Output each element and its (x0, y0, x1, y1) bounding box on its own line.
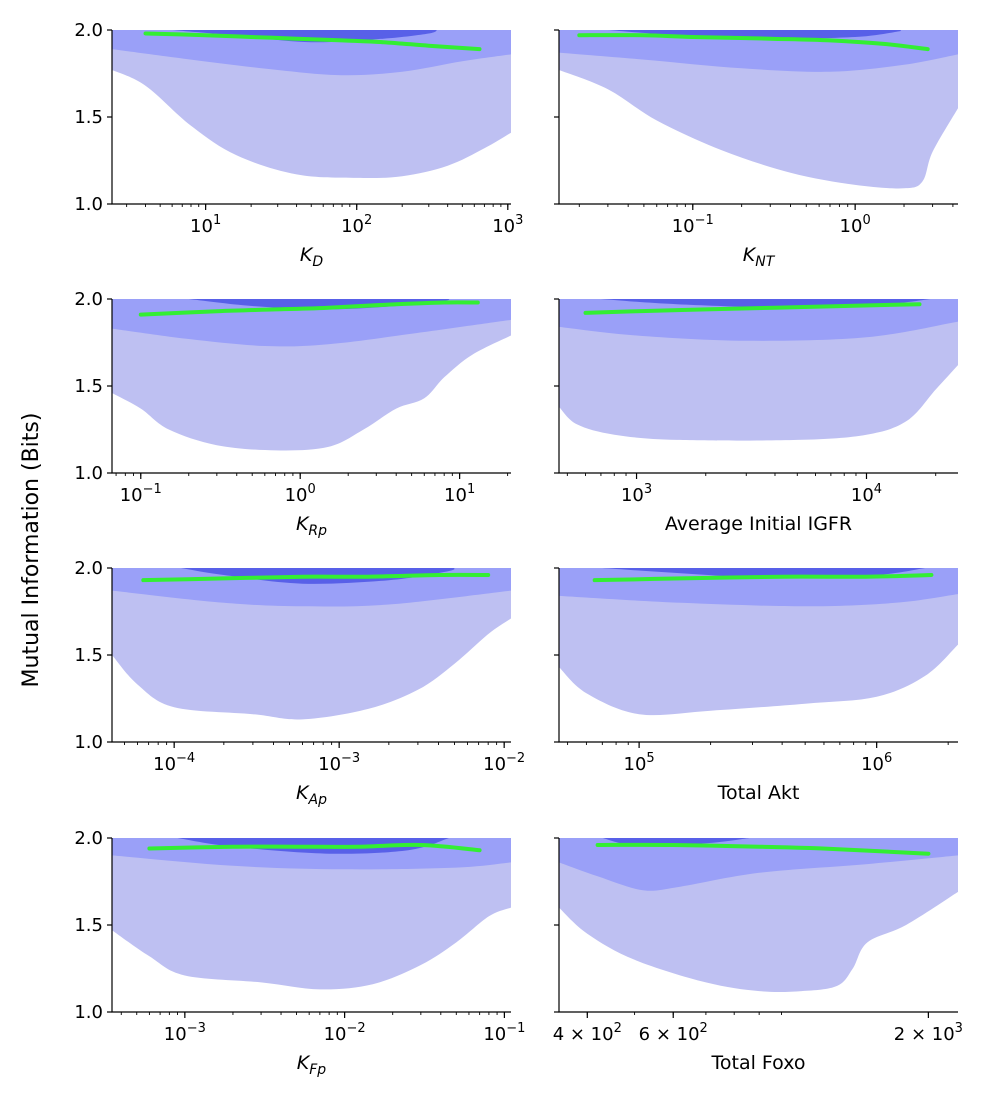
x-tick-label: 105 (624, 751, 655, 775)
y-tick-label: 2.0 (74, 828, 103, 849)
x-tick-label: 2 × 103 (894, 1021, 963, 1045)
subplot-8: 4 × 102 6 × 102 2 × 103 Total Foxo (553, 837, 963, 1074)
y-tick-label: 1.0 (74, 194, 103, 215)
middle-band (112, 30, 511, 76)
outer-band (112, 568, 511, 720)
y-tick-label: 1.5 (74, 645, 103, 666)
plot-area (112, 299, 511, 451)
x-axis-label: KNT (743, 244, 776, 270)
x-tick-label: 10−2 (483, 751, 525, 775)
x-tick-label: 100 (840, 213, 871, 237)
plot-area (112, 30, 511, 179)
x-tick-label: 106 (861, 751, 892, 775)
subplot-4: 103 104 Average Initial IGFR (554, 298, 958, 535)
x-tick-label: 10−1 (672, 213, 714, 237)
x-tick-label: 101 (190, 213, 221, 237)
x-tick-label: 102 (341, 213, 372, 237)
shared-y-axis-label: Mutual Information (Bits) (19, 413, 44, 688)
x-axis-label: Total Foxo (711, 1052, 806, 1074)
subplot-6: 105 106 Total Akt (554, 567, 958, 804)
median-line (577, 33, 930, 52)
y-tick-label: 1.5 (74, 915, 103, 936)
x-tick-label: 104 (851, 482, 882, 506)
x-tick-label: 10−1 (483, 1021, 525, 1045)
subplot-7: 1.0 1.5 2.0 10−3 10−2 10−1 KFp (74, 828, 525, 1078)
plot-area (112, 568, 511, 720)
plot-area (559, 30, 958, 189)
x-axis-label: Total Akt (717, 782, 800, 804)
x-tick-label: 10−1 (120, 482, 162, 506)
x-axis-label: Average Initial IGFR (665, 513, 852, 535)
subplot-1: 1.0 1.5 2.0 101 102 103 KD (74, 20, 523, 270)
y-tick-label: 1.0 (74, 463, 103, 484)
x-tick-label: 10−3 (164, 1021, 206, 1045)
y-tick-label: 1.5 (74, 107, 103, 128)
x-tick-label: 6 × 102 (639, 1021, 708, 1045)
plot-area (559, 568, 958, 716)
x-tick-label: 103 (492, 213, 523, 237)
plot-area (559, 299, 958, 441)
x-tick-label: 103 (621, 482, 652, 506)
outer-band (112, 838, 511, 990)
y-tick-label: 2.0 (74, 289, 103, 310)
median-line (592, 573, 934, 583)
plot-area (112, 838, 511, 990)
median-line (147, 842, 482, 853)
y-tick-label: 1.5 (74, 376, 103, 397)
x-tick-label: 10−2 (324, 1021, 366, 1045)
median-line (143, 31, 482, 52)
y-tick-label: 2.0 (74, 20, 103, 41)
subplot-2: 10−1 100 KNT (554, 29, 958, 270)
x-tick-label: 4 × 102 (553, 1021, 622, 1045)
x-tick-label: 10−3 (318, 751, 360, 775)
y-tick-label: 2.0 (74, 558, 103, 579)
x-tick-label: 100 (285, 482, 316, 506)
inner-band (607, 30, 902, 39)
x-axis-label: KRp (296, 513, 327, 539)
y-tick-label: 1.0 (74, 732, 103, 753)
x-axis-label: KAp (296, 782, 327, 808)
median-line (141, 572, 491, 583)
y-tick-label: 1.0 (74, 1002, 103, 1023)
x-tick-label: 101 (444, 482, 475, 506)
plot-area (559, 838, 958, 992)
median-line (583, 302, 922, 315)
median-line (138, 300, 480, 317)
inner-band (172, 30, 438, 43)
x-tick-label: 10−4 (153, 751, 195, 775)
subplot-5: 1.0 1.5 2.0 10−4 10−3 10−2 KAp (74, 558, 525, 808)
median-line (595, 842, 931, 856)
x-axis-label: KD (300, 244, 323, 270)
subplot-3: 1.0 1.5 2.0 10−1 100 101 KRp (74, 289, 511, 539)
x-axis-label: KFp (297, 1052, 327, 1078)
